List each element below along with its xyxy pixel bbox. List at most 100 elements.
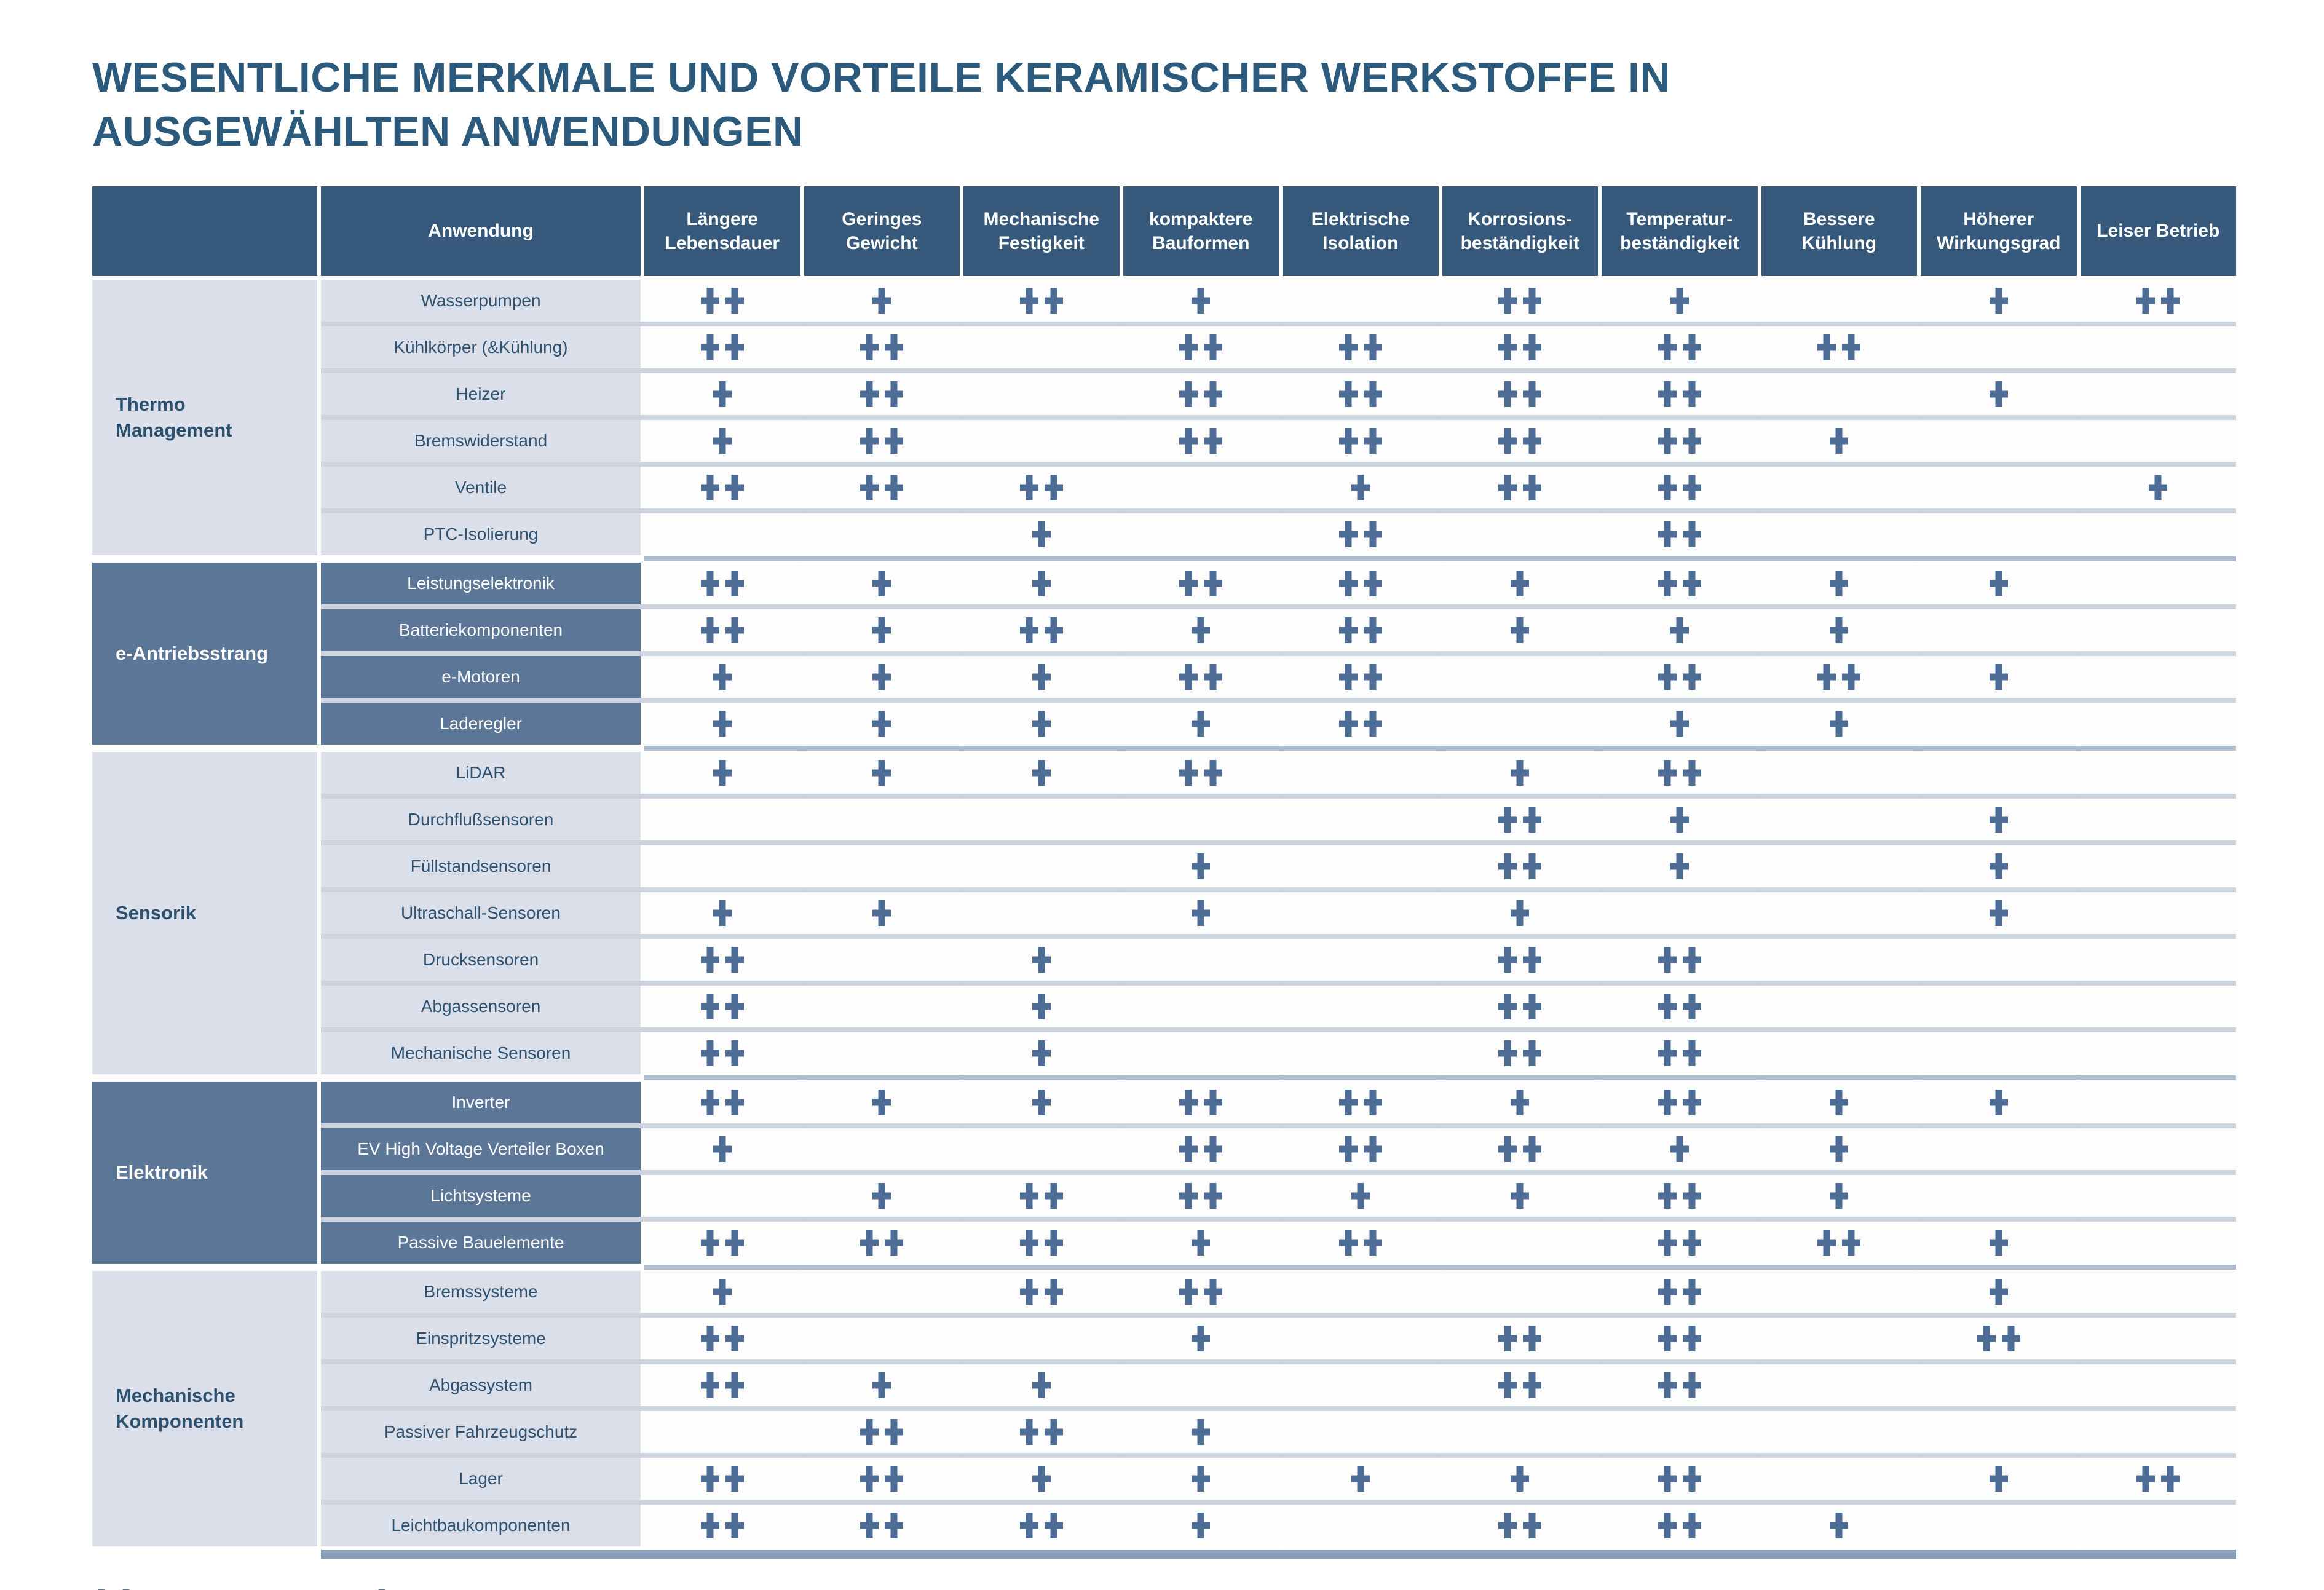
benefit-cell [1283,702,1439,745]
benefit-cell [1123,655,1279,698]
section-divider [92,1263,2236,1271]
benefit-cell [804,1221,960,1264]
benefit-cell [2080,1504,2236,1546]
benefit-cell [644,702,800,745]
benefit-cell [1761,938,1917,981]
plus-icon [725,1230,744,1256]
plus-icon [1032,1040,1051,1066]
plus-icon [701,617,719,643]
plus-icon [1498,994,1517,1019]
benefit-cell [644,1457,800,1500]
plus-icon [1683,1040,1701,1066]
plus-icon [1179,571,1198,596]
benefit-cell [1602,845,1758,887]
table-bottom-bar [321,1549,2236,1559]
section-group-label: Thermo Management [92,279,317,555]
benefit-cell [1761,1504,1917,1546]
plus-icon [1658,1183,1677,1209]
benefit-cell [1602,609,1758,651]
plus-icon [1683,1279,1701,1305]
benefit-cell [1602,279,1758,322]
benefit-cell [804,1032,960,1074]
plus-icon [872,1090,891,1115]
plus-icon [1032,571,1051,596]
benefit-cell [1921,1410,2077,1453]
benefit-cell [1761,655,1917,698]
benefit-cell [2080,845,2236,887]
plus-icon [1523,947,1541,973]
legend-item-main-advantage: = Hauptvorteil [92,1589,263,1590]
application-label: Mechanische Sensoren [321,1032,641,1074]
application-label: EV High Voltage Verteiler Boxen [321,1128,641,1170]
plus-icon [1032,760,1051,786]
application-label: Durchflußsensoren [321,798,641,840]
benefit-cell [1283,373,1439,415]
benefit-cell [644,1032,800,1074]
plus-icon [1204,428,1222,454]
benefit-cell [1761,985,1917,1027]
benefit-cell [1442,279,1598,322]
plus-icon [1842,664,1860,690]
plus-icon [701,1090,719,1115]
benefit-cell [1921,985,2077,1027]
benefit-cell [1283,655,1439,698]
plus-icon [1498,428,1517,454]
benefit-cell [644,938,800,981]
plus-icon [1658,1466,1677,1492]
benefit-cell [1761,326,1917,368]
benefit-cell [2080,938,2236,981]
plus-icon [1683,381,1701,407]
plus-icon [1658,1090,1677,1115]
plus-icon [1658,1279,1677,1305]
benefit-cell [963,892,1120,934]
table-row: Heizer [321,373,2236,415]
plus-icon [860,1466,879,1492]
application-label: Bremswiderstand [321,419,641,462]
plus-icon [872,760,891,786]
benefit-cell [644,1364,800,1406]
application-label: Inverter [321,1081,641,1123]
section-rows: Inverter EV High Voltage Verteiler Boxen L… [321,1081,2236,1264]
plus-icon [1192,1326,1210,1351]
benefit-cell [1442,845,1598,887]
plus-icon [713,760,732,786]
table-row: LiDAR [321,751,2236,794]
benefit-cell [1283,279,1439,322]
plus-icon [1204,1183,1222,1209]
plus-icon [860,428,879,454]
plus-icon [2149,475,2167,500]
plus-icon [725,1466,744,1492]
plus-icon [1990,807,2008,833]
benefit-cell [963,798,1120,840]
benefit-cell [1123,1221,1279,1264]
benefit-cell [804,798,960,840]
plus-icon [725,947,744,973]
benefit-cell [1602,655,1758,698]
benefit-cell [1283,609,1439,651]
plus-icon [701,334,719,360]
plus-icon [1990,900,2008,926]
benefit-cell [2080,513,2236,555]
benefit-cell [644,609,800,651]
plus-icon [1045,1230,1063,1256]
benefit-cell [1602,1128,1758,1170]
plus-icon [701,475,719,500]
plus-icon [1523,1136,1541,1162]
plus-icon [701,1513,719,1538]
plus-icon [1830,617,1848,643]
benefit-cell [1921,655,2077,698]
benefit-cell [804,1457,960,1500]
plus-icon [1032,711,1051,737]
plus-icon [1020,288,1038,314]
benefit-cell [1761,609,1917,651]
benefit-cell [1123,751,1279,794]
plus-icon [1670,1136,1689,1162]
table-row: Leichtbaukomponenten [321,1504,2236,1546]
benefit-cell [1761,466,1917,508]
column-header: Mechanische Festigkeit [963,186,1120,276]
benefit-cell [1921,751,2077,794]
table-row: Bremswiderstand [321,419,2236,462]
plus-icon [1351,475,1370,500]
benefit-cell [644,1081,800,1123]
benefit-cell [804,655,960,698]
